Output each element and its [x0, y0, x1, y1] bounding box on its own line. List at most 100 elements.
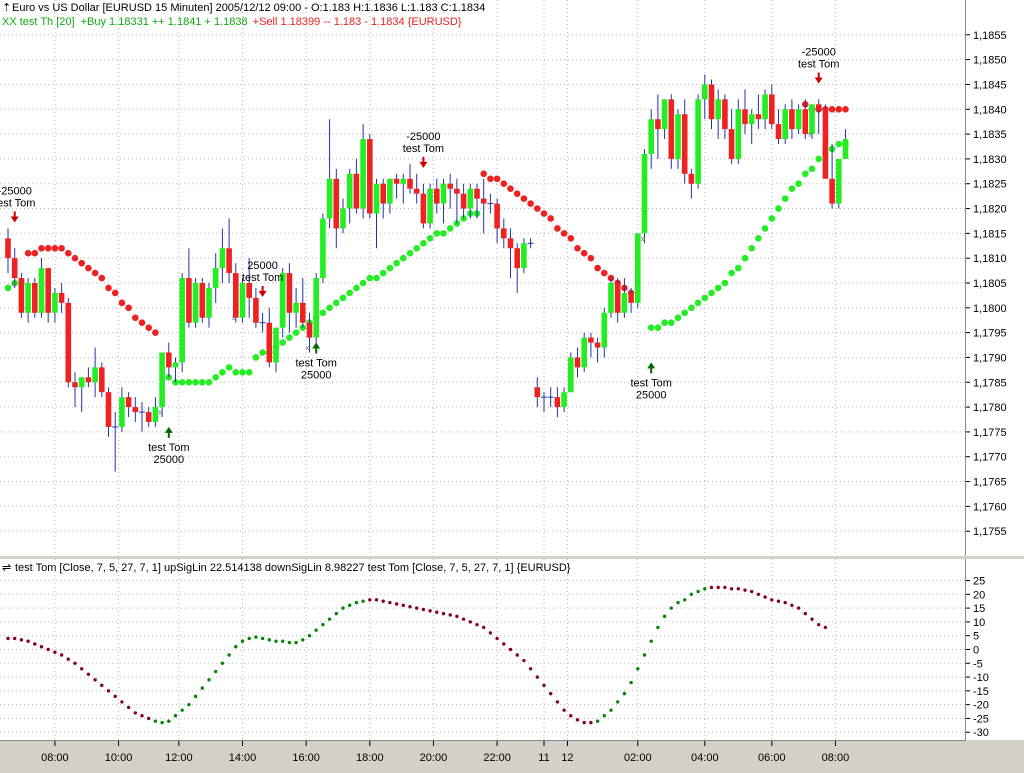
price-tick-label: 1,1775: [973, 427, 1007, 439]
osc-dot-up: [636, 667, 640, 671]
osc-dot-down: [502, 642, 506, 646]
sar-dot-down: [547, 215, 554, 222]
osc-dot-up: [214, 669, 218, 674]
sar-dot-up: [735, 264, 742, 272]
osc-dot-down: [53, 650, 57, 654]
osc-tick-label: 20: [973, 589, 985, 601]
price-tick-label: 1,1790: [973, 352, 1007, 364]
sar-dot-down: [132, 314, 139, 322]
candle: [212, 253, 219, 303]
candle: [447, 173, 453, 209]
candle-body-down: [380, 183, 386, 204]
osc-dot-up: [656, 625, 660, 630]
candle-body-down: [722, 99, 728, 130]
osc-axis[interactable]: [966, 559, 1024, 740]
osc-dot-down: [26, 639, 30, 643]
sar-dot-up: [319, 309, 327, 317]
candle-body-down: [353, 173, 360, 209]
sar-dot-up: [761, 225, 769, 232]
candle: [507, 228, 514, 279]
candle: [614, 278, 621, 323]
candle-body-down: [460, 193, 467, 209]
sar-dot-up: [178, 378, 186, 386]
osc-dot-down: [729, 587, 734, 591]
candle: [58, 283, 65, 313]
candle: [735, 99, 742, 164]
sar-dot-up: [386, 264, 394, 272]
candle-body-down: [534, 387, 541, 398]
sar-dot-up: [647, 324, 655, 331]
candle-body-up: [92, 367, 98, 383]
candle: [105, 387, 112, 437]
osc-dot-down: [435, 610, 439, 614]
candle-body-down: [85, 377, 92, 383]
candle: [226, 218, 232, 283]
price-tick-label: 1,1830: [973, 154, 1007, 166]
candle: [420, 183, 427, 229]
osc-dot-down: [750, 589, 754, 594]
price-axis[interactable]: [966, 0, 1024, 556]
candle: [333, 168, 340, 249]
osc-dot-up: [267, 638, 271, 642]
candle-body-down: [99, 367, 105, 393]
osc-dot-down: [428, 609, 432, 613]
candle: [11, 248, 18, 288]
candle-body-down: [708, 84, 715, 120]
candle-body-down: [769, 94, 775, 125]
candle-body-up: [78, 377, 85, 388]
candle-body-down: [554, 397, 561, 408]
sar-dot-down: [38, 244, 45, 252]
sell-signal: test Tom-25000: [403, 131, 444, 168]
sar-dot-up: [232, 369, 240, 376]
signal-label: test Tom: [0, 197, 35, 209]
candle-body-up: [400, 178, 407, 184]
candle: [568, 352, 574, 393]
price-pane[interactable]: [0, 0, 966, 556]
candle-body-up: [279, 273, 286, 328]
candle: [85, 367, 92, 388]
osc-dot-down: [6, 636, 10, 641]
sar-dot-up: [775, 205, 782, 212]
sar-dot-up: [413, 244, 421, 252]
candle: [320, 213, 326, 283]
price-tick-label: 1,1850: [973, 55, 1007, 67]
candle-body-down: [494, 203, 500, 229]
candle-body-up: [25, 283, 31, 313]
sar-dot-down: [58, 244, 65, 252]
entry-mark: »: [158, 407, 163, 417]
candle: [266, 307, 273, 368]
osc-dot-down: [723, 585, 727, 590]
osc-dot-down: [468, 620, 472, 624]
osc-dot-up: [662, 614, 667, 619]
sar-dot-up: [185, 378, 193, 386]
sar-dot-up: [674, 314, 682, 322]
pane-divider[interactable]: [0, 556, 1024, 559]
candle-body-down: [18, 278, 25, 313]
time-axis[interactable]: [0, 740, 966, 768]
candle-body-down: [480, 198, 487, 204]
candle-body-down: [105, 392, 112, 427]
candle-body-up: [239, 283, 246, 318]
osc-dot-down: [147, 716, 151, 721]
sar-dot-up: [433, 230, 441, 237]
candle: [601, 307, 608, 358]
candle-body-up: [179, 278, 185, 363]
osc-dot-up: [160, 720, 164, 725]
candle: [306, 312, 313, 353]
candle: [293, 287, 299, 328]
candle-body-up: [608, 283, 614, 313]
candle: [413, 173, 420, 204]
osc-tick-label: -15: [973, 686, 989, 698]
candle-body-down: [226, 248, 232, 274]
sar-dot-down: [24, 249, 32, 257]
candle: [166, 342, 172, 378]
signal-value: 25000: [301, 370, 332, 382]
osc-dot-down: [461, 617, 466, 621]
osc-dot-up: [301, 638, 305, 642]
candle: [92, 347, 98, 398]
sar-dot-up: [420, 239, 427, 247]
sar-dot-up: [205, 378, 213, 386]
candle: [501, 218, 507, 249]
osc-dot-up: [294, 640, 298, 645]
